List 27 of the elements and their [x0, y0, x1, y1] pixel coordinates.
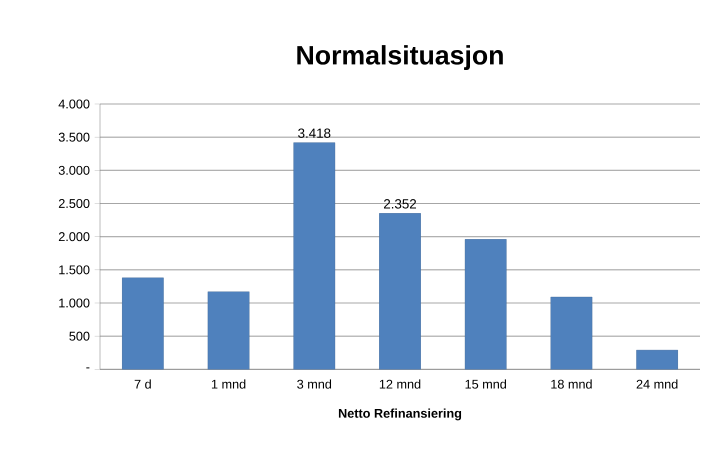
- bar: [464, 238, 507, 370]
- data-label: 2.352: [384, 199, 416, 208]
- bar: [550, 296, 592, 370]
- y-tick-label: 3.000: [58, 166, 90, 175]
- x-tick-label: 1 mnd: [212, 379, 246, 389]
- y-tick-label: 1.000: [59, 298, 90, 308]
- x-axis-title: Netto Refinansiering: [338, 408, 462, 420]
- bar: [379, 212, 421, 370]
- bar: [293, 142, 336, 370]
- y-tick-label: 2.000: [58, 232, 90, 241]
- y-tick-label: -: [86, 367, 90, 368]
- bar: [208, 291, 250, 370]
- y-tick-label: 500: [69, 332, 90, 340]
- x-tick-label: 3 mnd: [297, 379, 332, 389]
- chart-title: Normalsituasjon: [297, 44, 503, 70]
- y-tick-label: 3.500: [58, 132, 90, 142]
- y-tick-label: 2.500: [58, 198, 90, 208]
- x-tick-label: 18 mnd: [551, 379, 592, 389]
- x-tick-label: 15 mnd: [466, 379, 506, 389]
- y-tick-label: 1.500: [59, 265, 90, 274]
- y-tick-label: 4.000: [58, 99, 90, 108]
- bar: [636, 350, 678, 370]
- x-tick-label: 12 mnd: [380, 379, 420, 389]
- x-tick-label: 7 d: [134, 379, 151, 389]
- data-label: 3.418: [298, 128, 330, 138]
- x-tick-label: 24 mnd: [636, 379, 678, 389]
- bar: [122, 277, 164, 370]
